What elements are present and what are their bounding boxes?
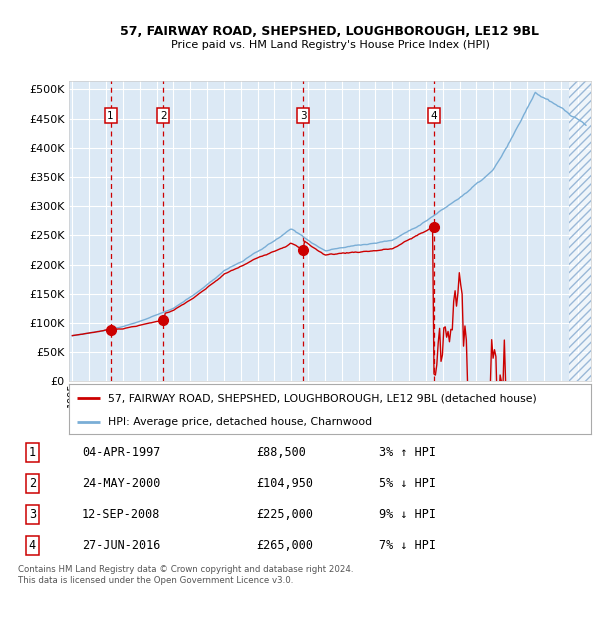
Text: 5% ↓ HPI: 5% ↓ HPI bbox=[379, 477, 436, 490]
Text: 2: 2 bbox=[29, 477, 36, 490]
Text: 3: 3 bbox=[29, 508, 36, 521]
Text: £265,000: £265,000 bbox=[256, 539, 313, 552]
Text: 3% ↑ HPI: 3% ↑ HPI bbox=[379, 446, 436, 459]
Text: Contains HM Land Registry data © Crown copyright and database right 2024.
This d: Contains HM Land Registry data © Crown c… bbox=[18, 565, 353, 585]
Bar bbox=[569, 81, 591, 381]
Text: 7% ↓ HPI: 7% ↓ HPI bbox=[379, 539, 436, 552]
Text: 12-SEP-2008: 12-SEP-2008 bbox=[82, 508, 160, 521]
Text: 27-JUN-2016: 27-JUN-2016 bbox=[82, 539, 160, 552]
Text: 57, FAIRWAY ROAD, SHEPSHED, LOUGHBOROUGH, LE12 9BL: 57, FAIRWAY ROAD, SHEPSHED, LOUGHBOROUGH… bbox=[121, 25, 539, 38]
Text: 4: 4 bbox=[431, 110, 437, 121]
Text: 24-MAY-2000: 24-MAY-2000 bbox=[82, 477, 160, 490]
Text: 57, FAIRWAY ROAD, SHEPSHED, LOUGHBOROUGH, LE12 9BL (detached house): 57, FAIRWAY ROAD, SHEPSHED, LOUGHBOROUGH… bbox=[108, 393, 537, 403]
Text: £104,950: £104,950 bbox=[256, 477, 313, 490]
Text: HPI: Average price, detached house, Charnwood: HPI: Average price, detached house, Char… bbox=[108, 417, 372, 427]
Text: 1: 1 bbox=[107, 110, 114, 121]
Text: £88,500: £88,500 bbox=[256, 446, 307, 459]
Text: 1: 1 bbox=[29, 446, 36, 459]
Text: 04-APR-1997: 04-APR-1997 bbox=[82, 446, 160, 459]
Bar bbox=[569, 81, 591, 381]
Text: Price paid vs. HM Land Registry's House Price Index (HPI): Price paid vs. HM Land Registry's House … bbox=[170, 40, 490, 50]
Text: 4: 4 bbox=[29, 539, 36, 552]
Text: 2: 2 bbox=[160, 110, 166, 121]
Text: 9% ↓ HPI: 9% ↓ HPI bbox=[379, 508, 436, 521]
Text: 3: 3 bbox=[300, 110, 307, 121]
Text: £225,000: £225,000 bbox=[256, 508, 313, 521]
